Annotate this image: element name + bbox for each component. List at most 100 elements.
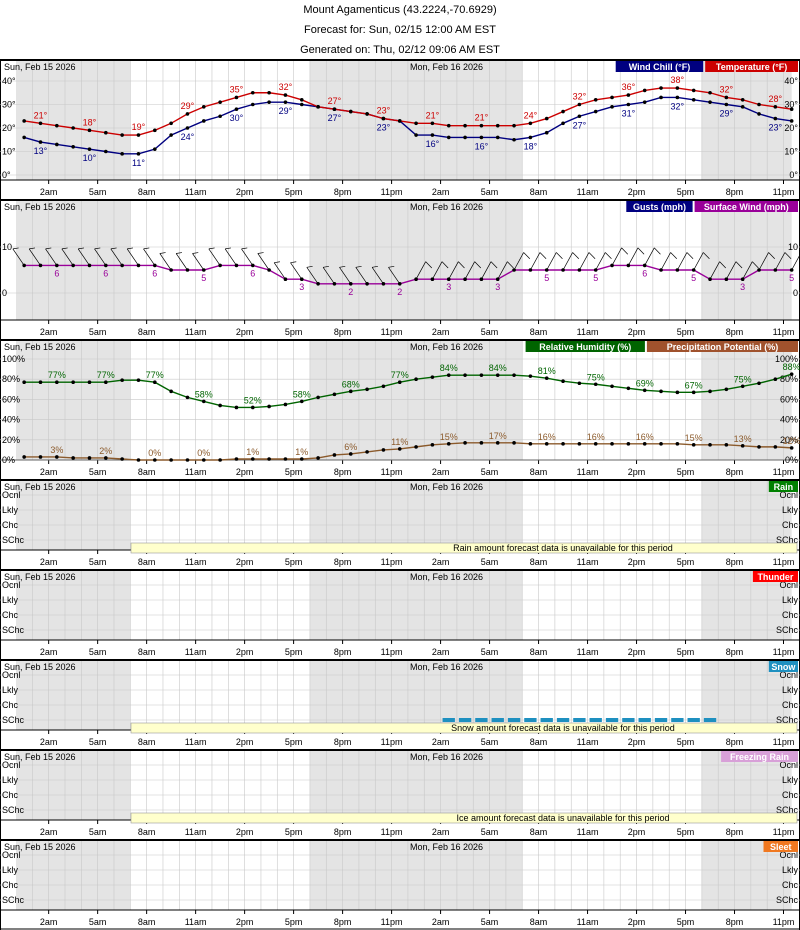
wind-chill-label: 23° [769,123,783,133]
freezing_rain-notice: Ice amount forecast data is unavailable … [456,813,669,823]
forecast-header: Mount Agamenticus (43.2224,-70.6929) For… [0,0,800,60]
rain-likelihood-left: Lkly [2,505,19,515]
freezing_rain-likelihood-right: Ocnl [779,760,798,770]
hour-label: 2pm [236,467,254,477]
hour-label: 11pm [381,647,403,657]
hour-label: 2am [40,647,58,657]
hour-label: 8pm [726,467,744,477]
precip-potential-point [267,457,271,461]
snow-chance-bar [703,718,717,722]
surface-wind-label: 5 [544,273,549,283]
hour-label: 8pm [726,327,744,337]
humidity-point [38,380,43,385]
wind-chill-point [218,114,222,119]
wind-barb-flag [143,247,150,250]
surface-wind-point [577,268,582,272]
temp-ytick-right: 0° [789,170,798,180]
hour-label: 8pm [334,647,352,657]
hour-label: 11pm [381,187,403,197]
wind-barb-staff [45,248,58,266]
wind-barb-staff [513,252,524,271]
humidity-point [512,373,516,377]
wind-barb-staff [28,248,41,266]
hour-label: 8am [138,647,156,657]
freezing_rain-likelihood-left: Lkly [2,775,19,785]
night-shading [309,841,523,910]
wind-chill-point [299,102,304,107]
rain-likelihood-left: Chc [2,520,19,530]
humidity-point [495,373,500,377]
wind-barb-staff [110,248,123,266]
humidity-label: 75% [587,372,605,382]
hour-label: 5pm [677,187,695,197]
temperature-point [365,112,369,116]
precip-potential-point [577,442,582,446]
wind-chill-point [463,135,467,140]
humidity-point [22,380,26,385]
night-shading [701,751,792,820]
wind-barb-staff [290,262,303,280]
hour-label: 2pm [628,187,646,197]
hour-label: 8pm [726,917,744,927]
hour-label: 5am [481,647,499,657]
temperature-point [610,95,614,100]
precip-potential-point [283,457,288,461]
wind-chill-point [267,100,271,104]
precip-potential-point [332,453,337,457]
precip-potential-point [773,445,778,449]
humidity-point [561,379,565,384]
hour-label: 5am [481,827,499,837]
wind-barb-flag [78,247,85,250]
snow-chance-bar [638,718,651,722]
wind-barb-flag [274,261,280,264]
hour-label: 8pm [726,557,744,567]
humidity-point [691,390,696,395]
night-shading [309,481,523,550]
date-label-day1: Sun, Feb 15 2026 [4,662,76,672]
hour-label: 11pm [381,827,403,837]
temperature-point [201,105,206,109]
precip-potential-point [365,450,369,454]
hour-label: 5pm [285,327,303,337]
humidity-point [789,372,794,376]
date-label-day2: Mon, Feb 16 2026 [410,842,483,852]
wind-chill-point [87,147,92,151]
humidity-point [316,395,320,400]
sleet-likelihood-right: Chc [782,880,799,890]
precip-potential-point [528,442,533,446]
temperature-point [38,121,43,126]
surface-wind-label: 3 [446,282,451,292]
hour-label: 11pm [773,327,795,337]
wind-chill-point [708,100,712,104]
wind-chill-point [120,152,124,156]
wind-chill-point [528,135,533,140]
wind-chill-point [430,133,435,137]
precip-potential-point [316,456,320,460]
thunder-likelihood-left: Ocnl [2,580,21,590]
snow-chance-bar [491,718,504,722]
temperature-label: 21° [426,110,440,120]
surface-wind-point [381,282,386,286]
humidity-line [24,373,792,409]
hour-label: 2pm [628,557,646,567]
humidity-label: 81% [538,366,556,376]
precip-potential-point [185,458,190,462]
humidity-label: 67% [685,380,703,390]
wind-chill-point [185,126,190,130]
hour-label: 5pm [285,557,303,567]
legend-surface-wind: Surface Wind (mph) [704,202,789,212]
wind-barb-staff [611,247,622,266]
sleet-likelihood-right: SChc [776,895,799,905]
wind-barb-flag [192,252,199,254]
temp-ytick-right: 40° [784,76,798,86]
precip-potential-point [659,442,663,446]
temperature-point [104,130,108,135]
surface-wind-label: 6 [250,268,255,278]
wind-barb-flag [45,247,52,250]
humidity-point [757,381,761,386]
wind-barb-flag [29,247,36,250]
surface-wind-point [299,277,304,282]
humidity-label: 77% [146,370,164,380]
night-shading [16,481,131,550]
hour-label: 11pm [773,557,795,567]
